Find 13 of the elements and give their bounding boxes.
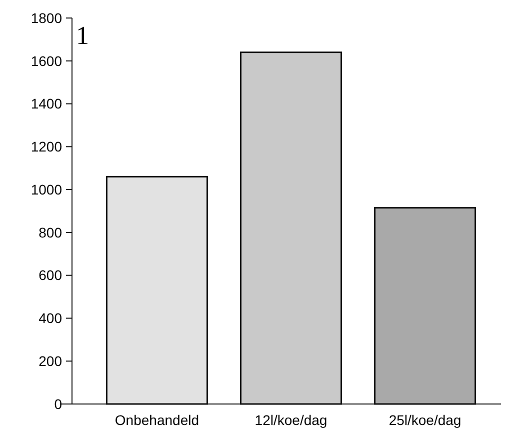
y-tick-label: 400 xyxy=(38,310,62,326)
x-tick-label: Onbehandeld xyxy=(114,412,200,428)
y-tick-label: 1600 xyxy=(30,52,62,69)
y-tick-label: 600 xyxy=(38,267,62,284)
x-tick-label: 25l/koe/dag xyxy=(388,412,462,428)
y-tick-label: 1800 xyxy=(30,10,62,26)
annotation: 1 xyxy=(76,21,89,50)
y-tick-label: 1000 xyxy=(30,181,62,198)
y-tick-label: 800 xyxy=(38,224,62,240)
y-tick-label: 200 xyxy=(38,353,62,370)
x-tick-label: 12l/koe/dag xyxy=(254,412,328,428)
y-tick-label: 1400 xyxy=(30,96,62,112)
y-tick-label: 1200 xyxy=(30,138,62,155)
